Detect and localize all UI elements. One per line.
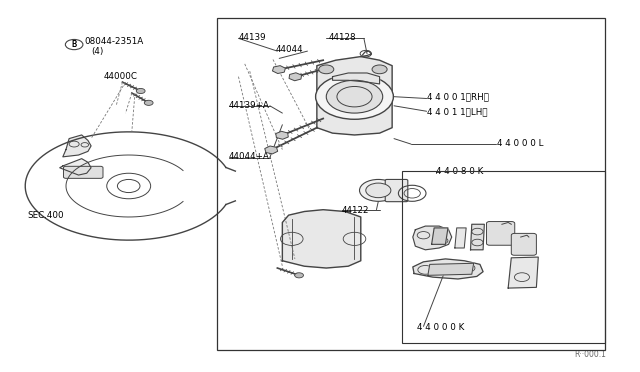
- Polygon shape: [431, 228, 448, 244]
- Circle shape: [319, 65, 334, 74]
- Text: 44044+A: 44044+A: [229, 153, 270, 161]
- Bar: [401, 171, 605, 343]
- Polygon shape: [455, 228, 466, 248]
- Text: SEC.400: SEC.400: [27, 211, 64, 219]
- Polygon shape: [282, 210, 361, 268]
- Circle shape: [372, 65, 387, 74]
- Text: 4 4 0 0 0 K: 4 4 0 0 0 K: [417, 323, 465, 332]
- Circle shape: [326, 80, 383, 113]
- Text: 44128: 44128: [328, 33, 356, 42]
- Text: (4): (4): [91, 46, 104, 55]
- Text: 4 4 0 1 1（LH）: 4 4 0 1 1（LH）: [427, 108, 487, 116]
- Circle shape: [360, 179, 397, 201]
- Polygon shape: [333, 73, 380, 84]
- Circle shape: [136, 89, 145, 93]
- Polygon shape: [413, 259, 483, 279]
- Polygon shape: [508, 257, 538, 288]
- Circle shape: [366, 183, 391, 198]
- Text: 4 4 0 8 0 K: 4 4 0 8 0 K: [436, 167, 483, 176]
- Polygon shape: [317, 57, 392, 135]
- Polygon shape: [63, 135, 91, 157]
- FancyBboxPatch shape: [63, 166, 103, 178]
- Text: 4 4 0 0 1（RH）: 4 4 0 0 1（RH）: [427, 92, 488, 101]
- Text: B: B: [72, 40, 77, 49]
- Bar: [216, 18, 605, 350]
- FancyBboxPatch shape: [486, 222, 515, 245]
- Circle shape: [316, 74, 394, 119]
- Polygon shape: [470, 224, 484, 250]
- Text: 44139+A: 44139+A: [229, 100, 270, 110]
- Polygon shape: [413, 226, 452, 250]
- FancyBboxPatch shape: [385, 179, 408, 202]
- Text: R··000.1: R··000.1: [574, 350, 606, 359]
- Text: 44000C: 44000C: [104, 72, 138, 81]
- Polygon shape: [428, 263, 474, 275]
- Text: 44044: 44044: [276, 45, 304, 54]
- FancyBboxPatch shape: [511, 233, 536, 255]
- Polygon shape: [60, 159, 91, 175]
- Text: 08044-2351A: 08044-2351A: [85, 37, 144, 46]
- Text: 44139: 44139: [239, 33, 266, 42]
- Circle shape: [294, 273, 303, 278]
- Circle shape: [144, 100, 153, 105]
- Text: 44122: 44122: [342, 206, 369, 215]
- Text: 4 4 0 0 0 L: 4 4 0 0 0 L: [497, 139, 543, 148]
- Text: B: B: [72, 40, 77, 49]
